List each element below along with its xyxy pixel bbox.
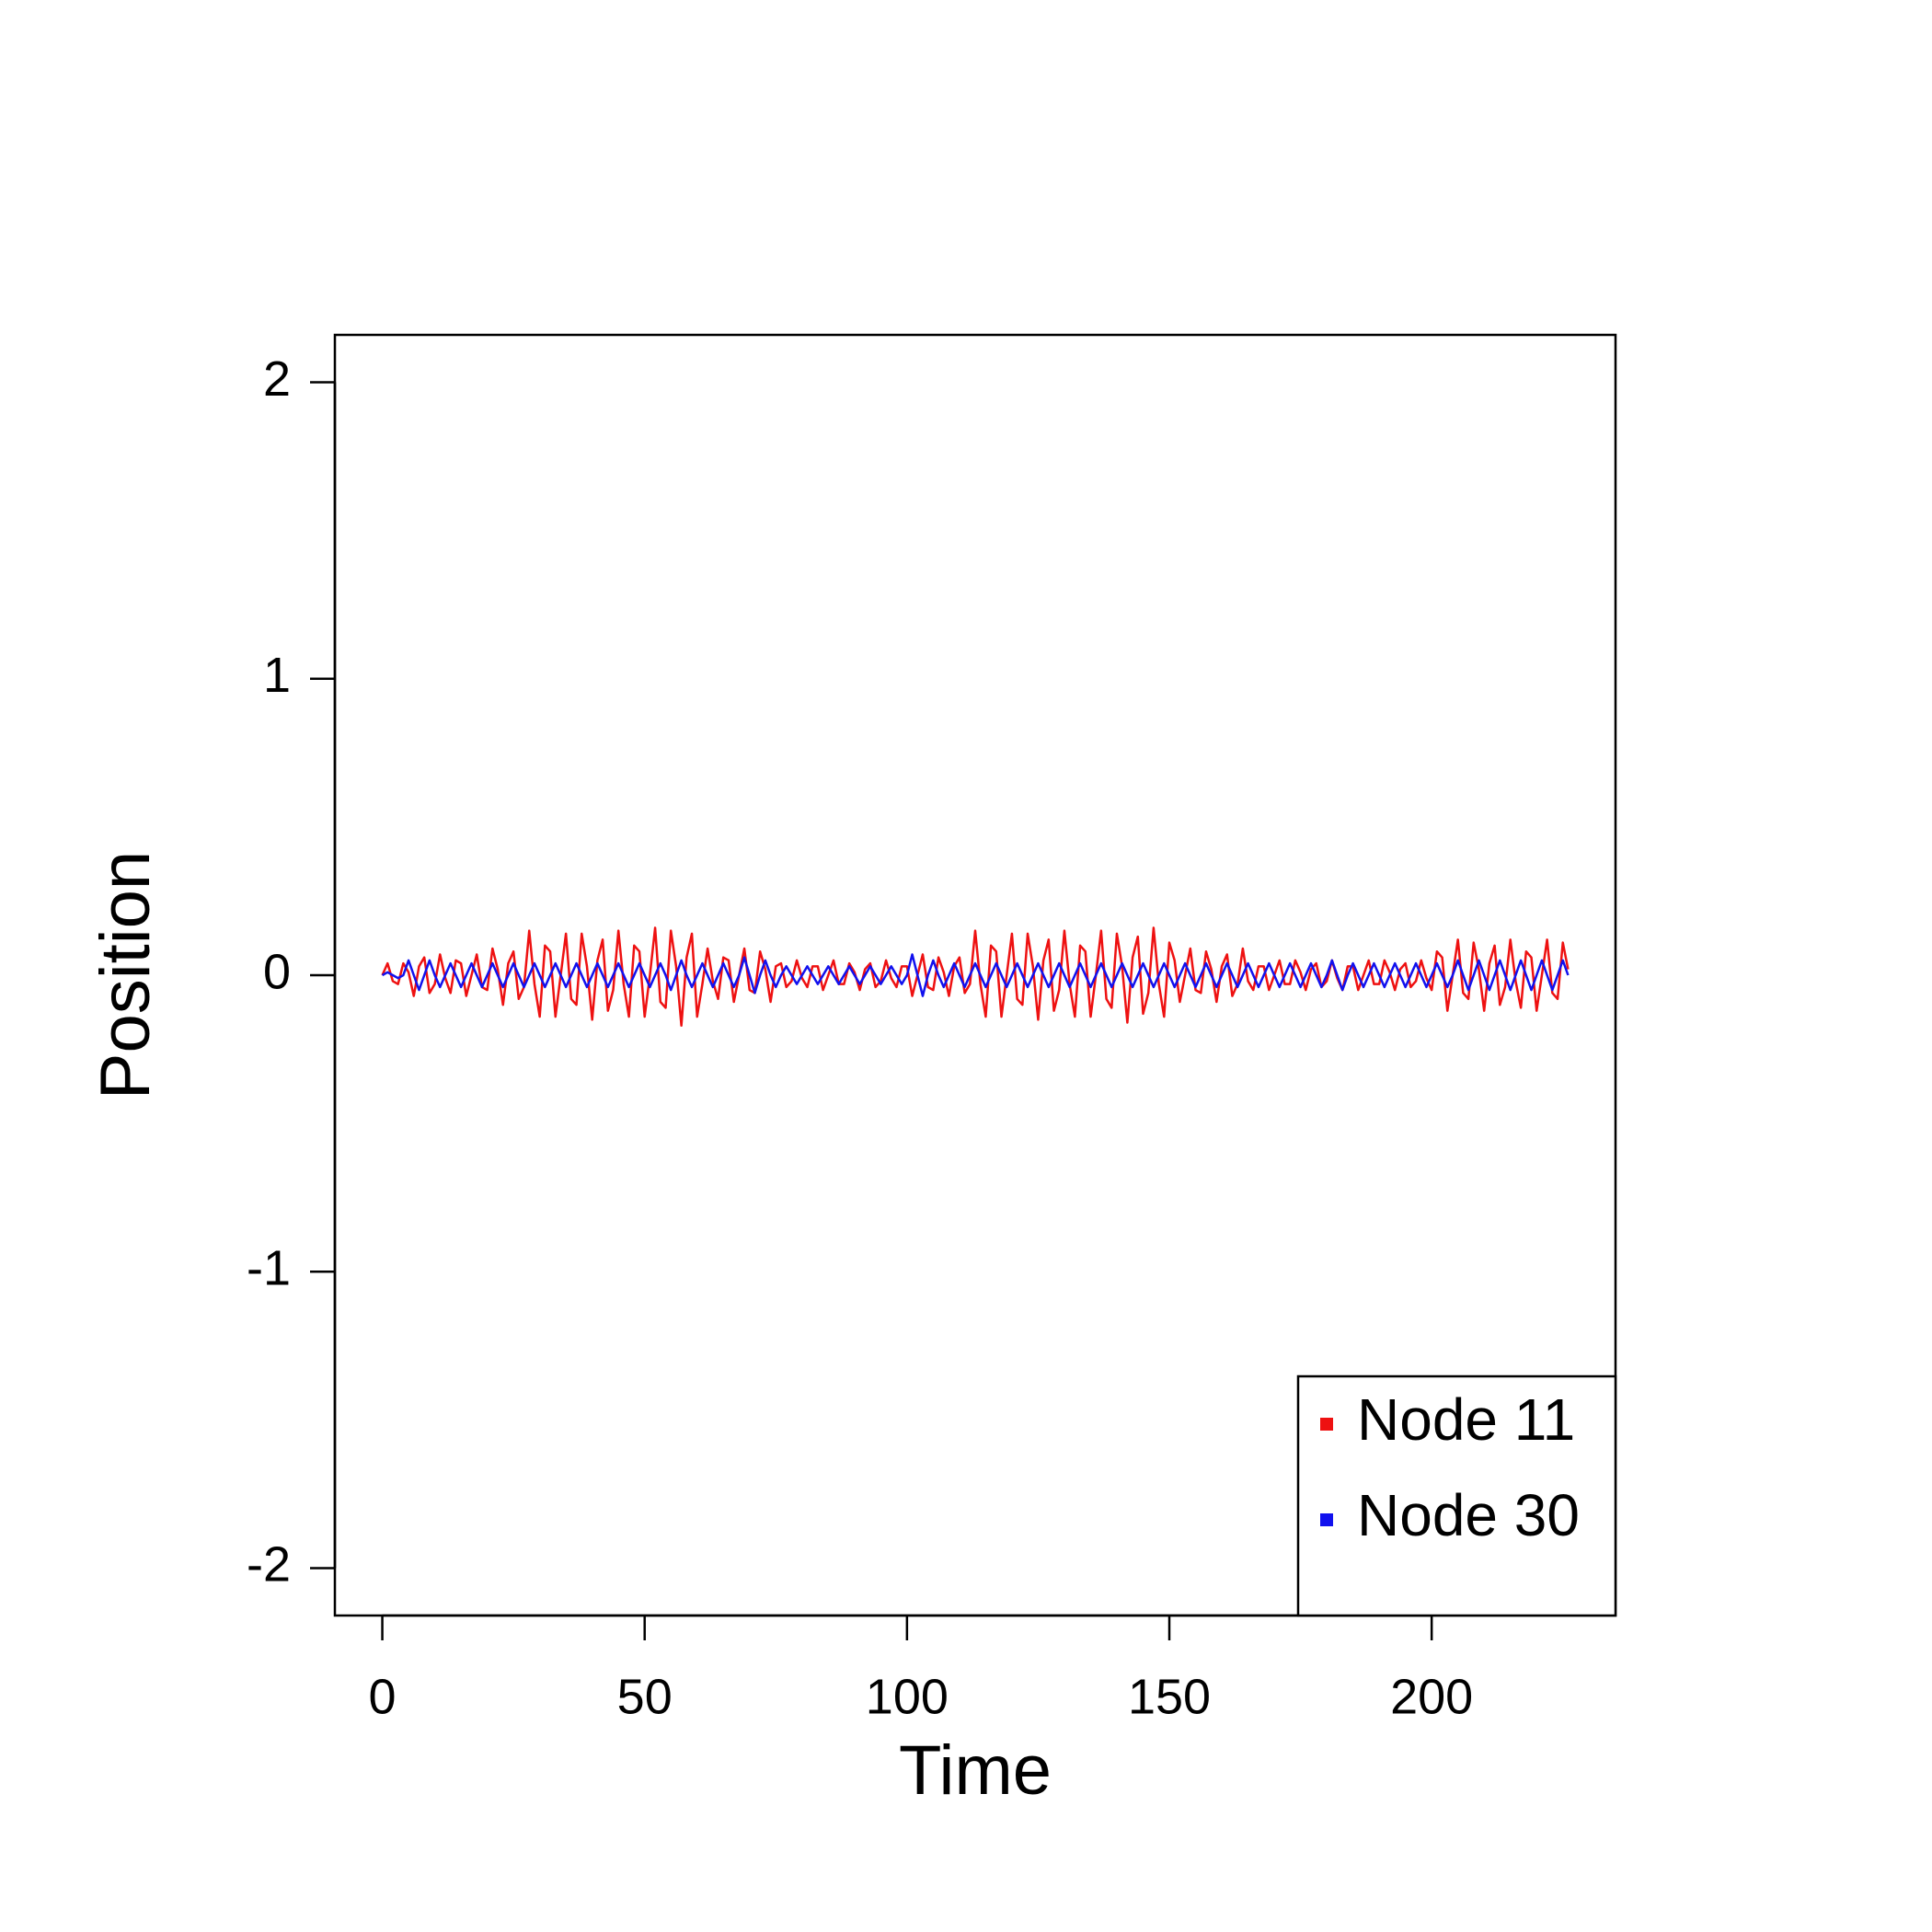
y-tick-label: 0 — [263, 944, 291, 999]
x-tick-label: 50 — [617, 1669, 673, 1724]
data-line — [381, 953, 1570, 997]
x-tick-label: 0 — [369, 1669, 397, 1724]
y-tick-label: -1 — [247, 1240, 291, 1295]
x-axis-title: Time — [899, 1731, 1052, 1810]
y-axis-title: Position — [86, 851, 165, 1099]
data-line — [381, 926, 1570, 1028]
legend-marker — [1320, 1513, 1333, 1526]
legend-label: Node 30 — [1357, 1482, 1580, 1548]
legend-box — [1296, 1374, 1617, 1617]
x-tick-label: 150 — [1128, 1669, 1211, 1724]
x-tick-label: 200 — [1390, 1669, 1473, 1724]
y-tick-label: -2 — [247, 1537, 291, 1593]
y-tick-label: 1 — [263, 648, 291, 703]
y-tick-label: 2 — [263, 351, 291, 407]
legend-marker — [1320, 1418, 1333, 1431]
legend-label: Node 11 — [1357, 1386, 1575, 1453]
x-tick-label: 100 — [866, 1669, 949, 1724]
